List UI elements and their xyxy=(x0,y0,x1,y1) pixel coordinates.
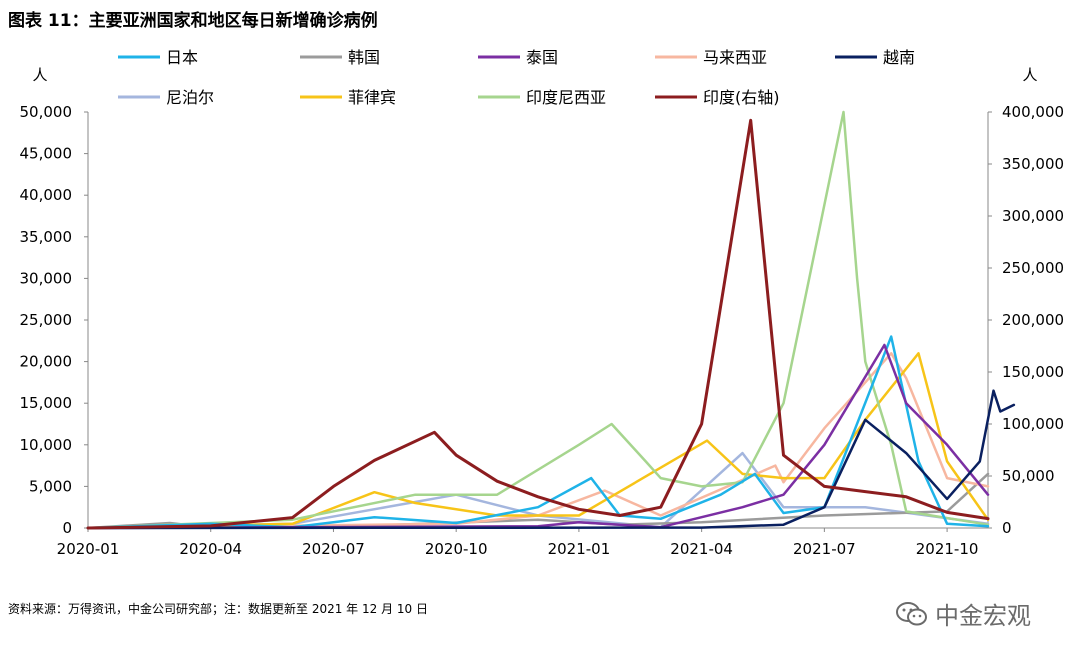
series-line xyxy=(86,352,990,530)
left-tick-label: 20,000 xyxy=(20,353,73,371)
x-tick-label: 2021-01 xyxy=(548,540,611,558)
legend-label: 印度尼西亚 xyxy=(526,88,606,107)
right-tick-label: 0 xyxy=(1002,519,1012,537)
watermark-text: 中金宏观 xyxy=(935,602,1031,630)
series-line xyxy=(86,352,990,530)
x-tick-label: 2021-04 xyxy=(670,540,733,558)
legend-label: 韩国 xyxy=(348,48,380,67)
left-tick-label: 45,000 xyxy=(20,145,73,163)
x-tick-label: 2020-04 xyxy=(179,540,242,558)
x-tick-label: 2021-10 xyxy=(916,540,979,558)
legend-label: 印度(右轴) xyxy=(703,88,780,107)
left-axis-unit: 人 xyxy=(32,66,47,84)
legend-label: 尼泊尔 xyxy=(166,88,214,107)
chart-lines xyxy=(86,110,1016,530)
series-line xyxy=(86,472,990,530)
legend-label: 日本 xyxy=(166,48,198,67)
chart-title: 图表 11：主要亚洲国家和地区每日新增确诊病例 xyxy=(8,11,378,31)
right-tick-label: 100,000 xyxy=(1002,415,1064,433)
series-line xyxy=(86,118,990,530)
series-line xyxy=(86,343,990,530)
left-tick-label: 50,000 xyxy=(20,103,73,121)
left-tick-label: 40,000 xyxy=(20,186,73,204)
left-tick-label: 10,000 xyxy=(20,436,73,454)
right-tick-label: 250,000 xyxy=(1002,259,1064,277)
x-tick-label: 2020-10 xyxy=(425,540,488,558)
x-tick-label: 2020-07 xyxy=(302,540,365,558)
right-tick-label: 150,000 xyxy=(1002,363,1064,381)
right-tick-label: 300,000 xyxy=(1002,207,1064,225)
wechat-icon xyxy=(896,601,927,625)
left-tick-label: 35,000 xyxy=(20,228,73,246)
legend-label: 马来西亚 xyxy=(703,48,767,67)
legend-label: 泰国 xyxy=(526,48,558,67)
x-tick-label: 2021-07 xyxy=(793,540,856,558)
chart-axes: 人 人 0 5,000 10,000 15,000 20,000 25,000 30,000 35… xyxy=(20,66,1065,558)
left-tick-label: 0 xyxy=(62,519,72,537)
legend-label: 菲律宾 xyxy=(348,88,396,107)
left-tick-label: 5,000 xyxy=(29,477,72,495)
watermark: 中金宏观 xyxy=(895,596,1031,631)
left-tick-label: 25,000 xyxy=(20,311,73,329)
right-tick-label: 350,000 xyxy=(1002,155,1064,173)
legend-label: 越南 xyxy=(883,48,915,67)
x-tick-label: 2020-01 xyxy=(57,540,120,558)
line-chart: 人 人 0 5,000 10,000 15,000 20,000 25,000 30,000 35… xyxy=(20,48,1065,558)
source-note: 资料来源：万得资讯，中金公司研究部；注：数据更新至 2021 年 12 月 10… xyxy=(8,602,428,616)
right-tick-label: 50,000 xyxy=(1002,467,1055,485)
series-line xyxy=(86,110,990,530)
series-line xyxy=(86,335,990,530)
left-tick-label: 15,000 xyxy=(20,394,73,412)
series-line xyxy=(86,389,1016,530)
right-tick-label: 200,000 xyxy=(1002,311,1064,329)
right-tick-label: 400,000 xyxy=(1002,103,1064,121)
right-axis-unit: 人 xyxy=(1022,66,1037,84)
left-tick-label: 30,000 xyxy=(20,269,73,287)
